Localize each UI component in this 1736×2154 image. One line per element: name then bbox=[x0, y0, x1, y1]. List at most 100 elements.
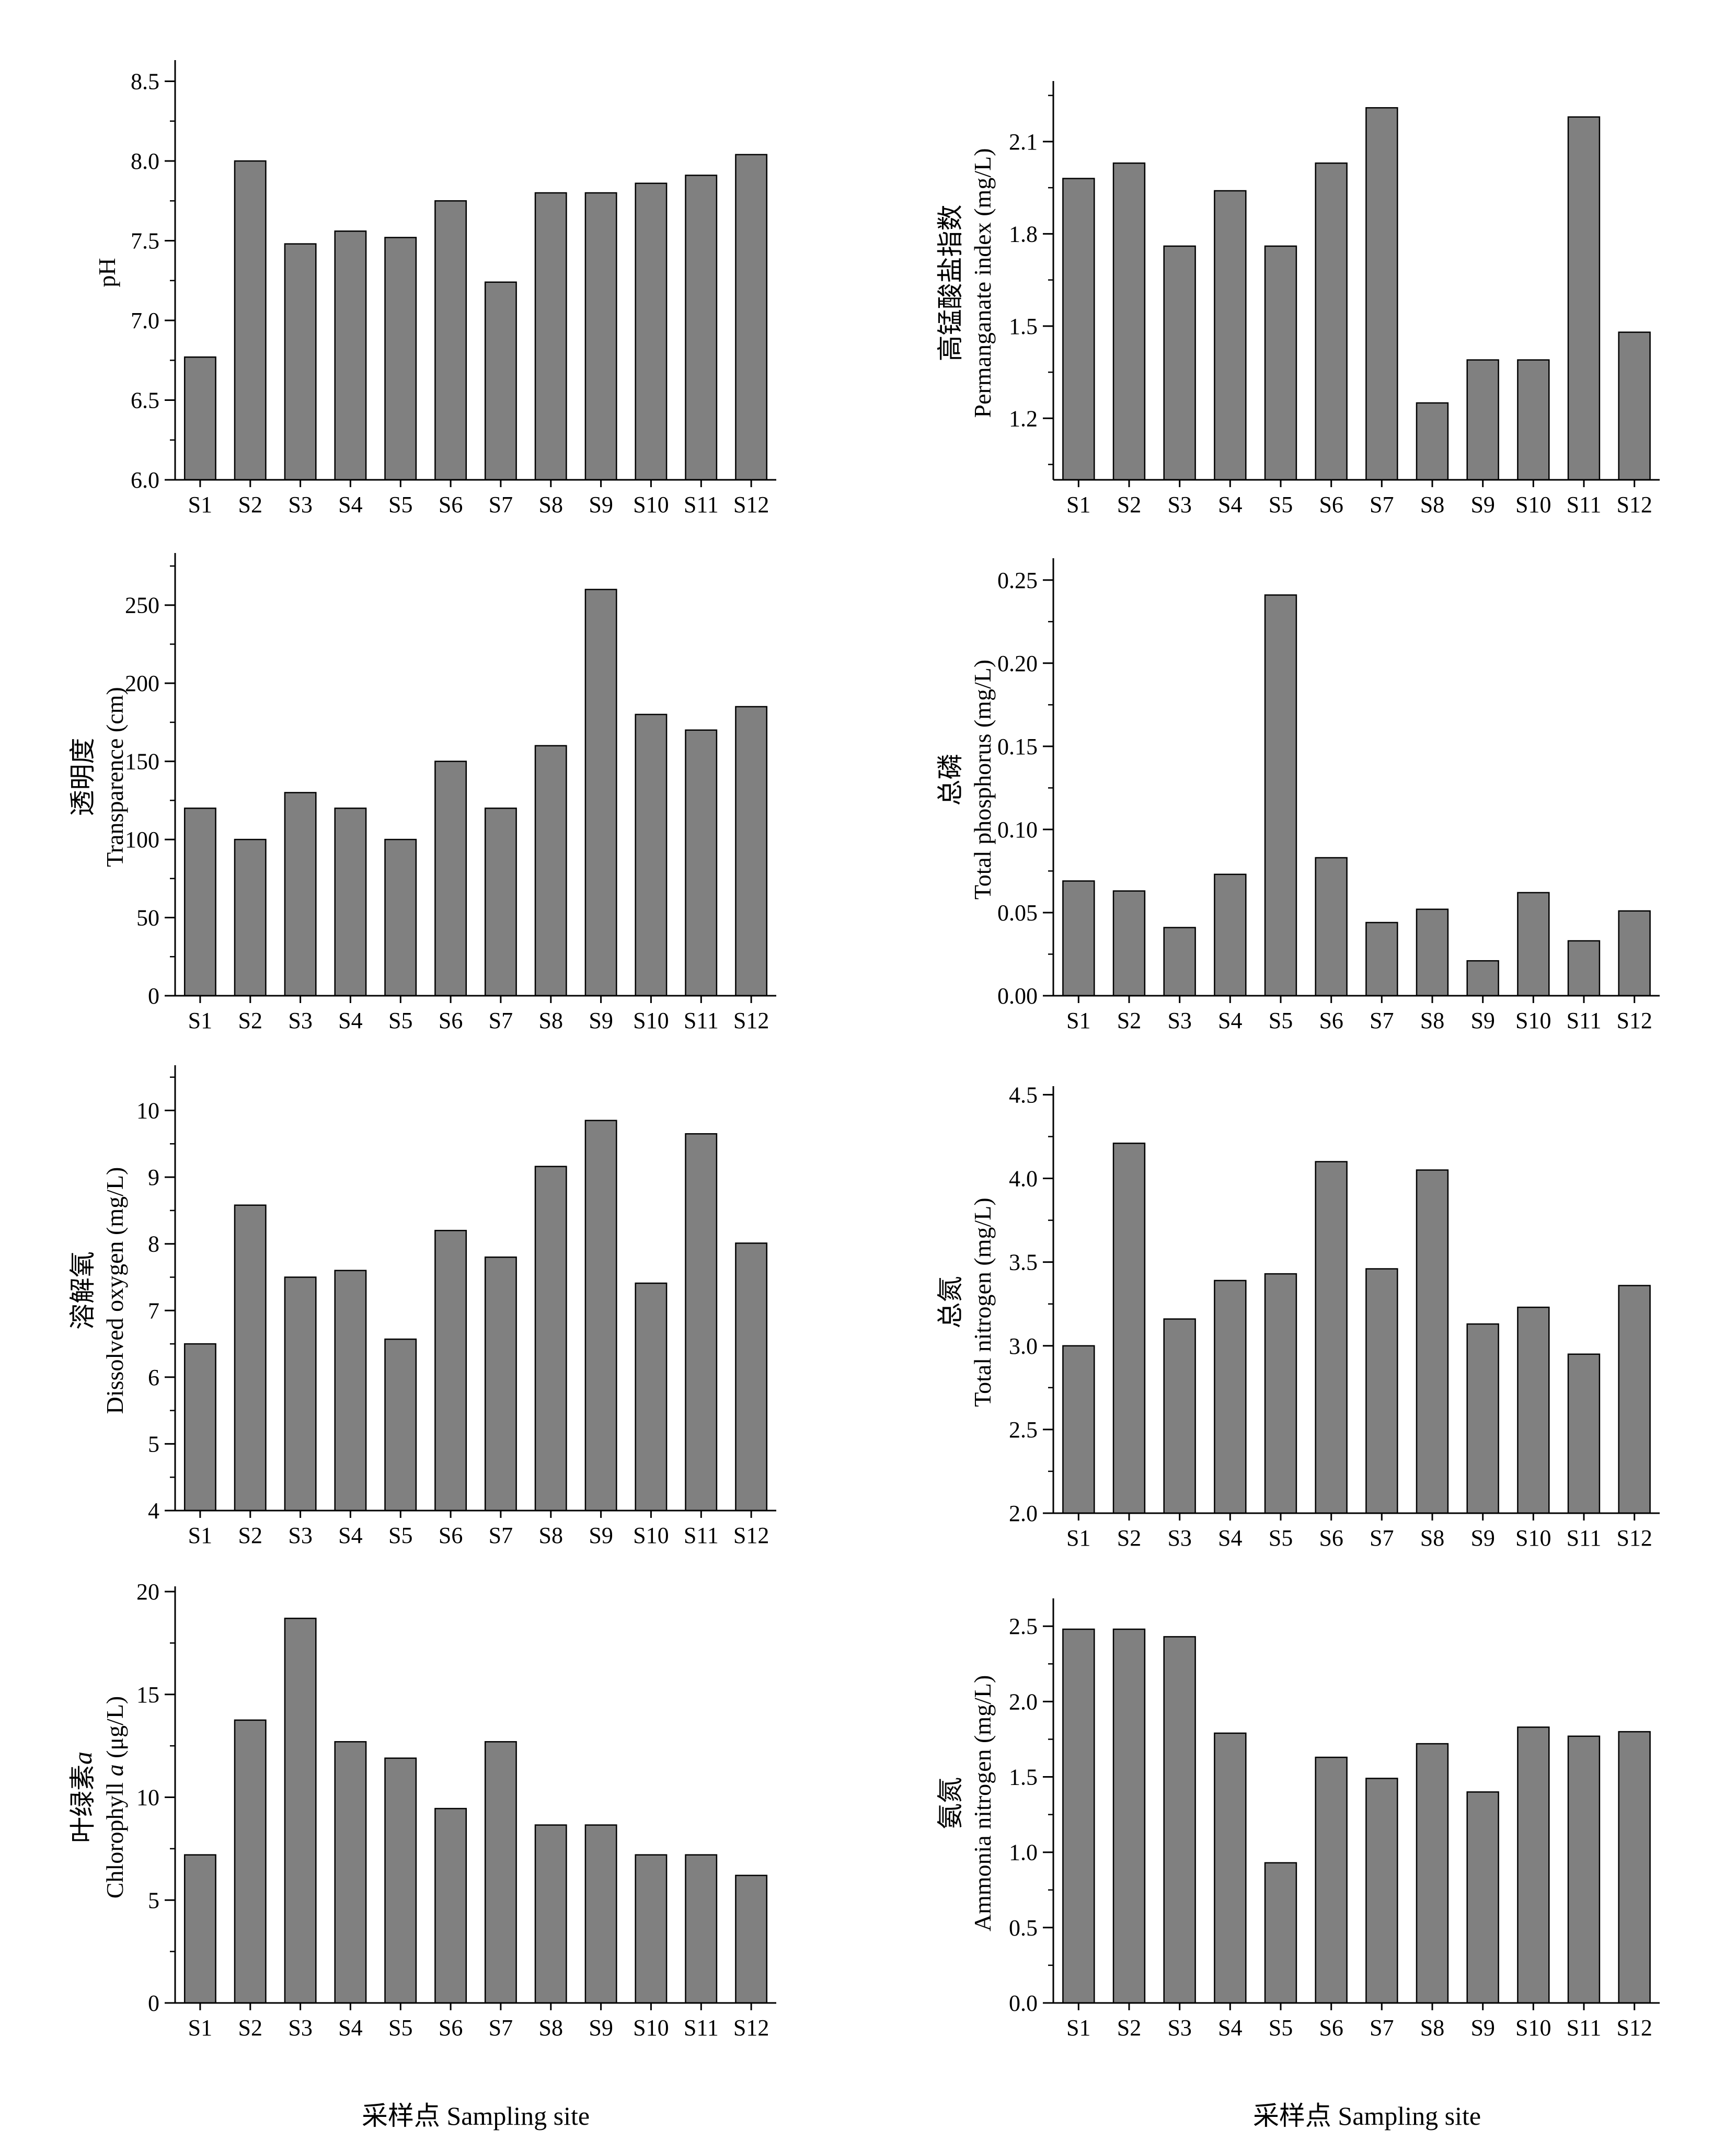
bar-S8 bbox=[1416, 1169, 1449, 1514]
x-tick-label: S12 bbox=[733, 1008, 769, 1033]
bar-S2 bbox=[234, 1719, 267, 2004]
x-tick-label: S1 bbox=[1066, 1008, 1090, 1033]
y-axis-title: 总磷 Total phosphorus (mg/L) bbox=[936, 660, 996, 900]
bar-S11 bbox=[1567, 940, 1601, 997]
x-tick-label: S4 bbox=[338, 1523, 362, 1548]
y-tick-label: 5 bbox=[148, 1431, 159, 1457]
bar-S10 bbox=[1517, 1306, 1550, 1514]
x-tick-label: S8 bbox=[539, 492, 563, 517]
bar-S4 bbox=[334, 808, 367, 997]
bar-S4 bbox=[1214, 1280, 1247, 1514]
bar-S11 bbox=[685, 1133, 718, 1512]
x-tick-label: S7 bbox=[489, 1523, 513, 1548]
bar-S11 bbox=[685, 1854, 718, 2004]
x-tick-label: S10 bbox=[1515, 1008, 1551, 1033]
x-tick-label: S6 bbox=[439, 2015, 463, 2041]
bar-S9 bbox=[584, 1824, 617, 2004]
bar-S11 bbox=[685, 729, 718, 997]
x-tick-label: S9 bbox=[589, 2015, 613, 2041]
y-tick-label: 2.1 bbox=[1009, 129, 1038, 155]
y-tick-label: 3.5 bbox=[1009, 1250, 1038, 1275]
y-tick-label: 7 bbox=[148, 1298, 159, 1323]
x-tick-label: S6 bbox=[439, 1008, 463, 1033]
bar-S1 bbox=[183, 1343, 216, 1512]
x-tick-label: S7 bbox=[1370, 1525, 1394, 1551]
bar-S6 bbox=[1315, 1161, 1348, 1514]
x-tick-label: S5 bbox=[388, 492, 412, 517]
bar-S3 bbox=[1163, 927, 1196, 997]
bar-S2 bbox=[234, 838, 267, 997]
x-tick-label: S4 bbox=[1218, 1525, 1242, 1551]
y-tick-label: 0.05 bbox=[997, 900, 1038, 926]
y-tick-label: 100 bbox=[125, 827, 159, 853]
y-tick-label: 8.5 bbox=[131, 69, 159, 95]
x-tick-label: S5 bbox=[1269, 1008, 1293, 1033]
bar-S5 bbox=[1264, 1862, 1297, 2004]
x-tick-label: S11 bbox=[684, 1008, 719, 1033]
bar-S11 bbox=[1567, 1735, 1601, 2004]
y-tick-label: 8.0 bbox=[131, 148, 159, 174]
bar-S8 bbox=[1416, 1743, 1449, 2004]
x-tick-label: S3 bbox=[1167, 2015, 1191, 2041]
x-tick-label: S9 bbox=[589, 1523, 613, 1548]
y-axis-title: 高锰酸盐指数 Permanganate index (mg/L) bbox=[936, 148, 996, 418]
bar-S5 bbox=[384, 237, 417, 481]
bar-S3 bbox=[1163, 1636, 1196, 2004]
y-axis-title-en: Total nitrogen (mg/L) bbox=[969, 1197, 996, 1407]
bar-S10 bbox=[635, 713, 668, 997]
x-tick-label: S2 bbox=[1117, 1008, 1141, 1033]
bar-S5 bbox=[1264, 594, 1297, 997]
y-axis-title-en: Permanganate index (mg/L) bbox=[969, 148, 996, 418]
bar-S10 bbox=[1517, 359, 1550, 481]
bar-S2 bbox=[234, 1204, 267, 1512]
y-axis-title: 总氮 Total nitrogen (mg/L) bbox=[936, 1197, 996, 1407]
chart-transparence: 0 50 100 150 200 250 S1 S2 S3 S4 S5 S6 S7 S8 S9 S10 S11 S… bbox=[68, 553, 776, 1033]
y-tick-label: 0.00 bbox=[997, 983, 1038, 1009]
bar-S3 bbox=[284, 792, 317, 997]
bar-S12 bbox=[735, 154, 768, 481]
x-tick-label: S7 bbox=[1370, 492, 1394, 517]
bar-S5 bbox=[384, 838, 417, 997]
bar-S1 bbox=[183, 356, 216, 481]
y-tick-label: 4 bbox=[148, 1498, 159, 1524]
x-tick-label: S4 bbox=[338, 1008, 362, 1033]
y-tick-label: 2.0 bbox=[1009, 1689, 1038, 1714]
x-tick-label: S4 bbox=[1218, 1008, 1242, 1033]
bar-S7 bbox=[1365, 107, 1398, 481]
y-tick-label: 0.25 bbox=[997, 568, 1038, 593]
x-tick-label: S1 bbox=[188, 1008, 212, 1033]
x-tick-label: S6 bbox=[439, 492, 463, 517]
bar-S1 bbox=[1062, 880, 1095, 997]
x-tick-label: S8 bbox=[1420, 1525, 1444, 1551]
x-tick-label: S8 bbox=[1420, 1008, 1444, 1033]
bar-S6 bbox=[434, 200, 467, 481]
y-axis-title-en: Chlorophyll a (μg/L) bbox=[101, 1696, 128, 1899]
x-tick-label: S7 bbox=[489, 2015, 513, 2041]
bar-S4 bbox=[1214, 190, 1247, 481]
bar-S5 bbox=[1264, 1273, 1297, 1514]
x-tick-label: S5 bbox=[388, 2015, 412, 2041]
x-tick-label: S8 bbox=[539, 1523, 563, 1548]
bar-S6 bbox=[1315, 857, 1348, 997]
x-tick-label: S2 bbox=[1117, 492, 1141, 517]
x-tick-label: S11 bbox=[684, 492, 719, 517]
x-tick-label: S8 bbox=[539, 1008, 563, 1033]
x-tick-label: S5 bbox=[388, 1008, 412, 1033]
bar-S7 bbox=[1365, 922, 1398, 997]
bar-S1 bbox=[1062, 178, 1095, 481]
x-tick-label: S9 bbox=[589, 492, 613, 517]
y-axis-title-en: Transparence (cm) bbox=[101, 687, 128, 867]
x-tick-label: S3 bbox=[1167, 1525, 1191, 1551]
x-tick-label: S11 bbox=[684, 1523, 719, 1548]
bar-S7 bbox=[1365, 1778, 1398, 2004]
bar-S9 bbox=[1466, 1791, 1499, 2004]
x-tick-label: S9 bbox=[1470, 492, 1494, 517]
x-tick-label: S1 bbox=[188, 492, 212, 517]
bar-S4 bbox=[334, 1270, 367, 1512]
x-tick-label: S3 bbox=[1167, 1008, 1191, 1033]
bar-S5 bbox=[384, 1757, 417, 2004]
y-tick-label: 0.0 bbox=[1009, 1990, 1038, 2016]
x-tick-label: S9 bbox=[1470, 2015, 1494, 2041]
bar-S7 bbox=[484, 1741, 517, 2004]
y-tick-label: 0 bbox=[148, 983, 159, 1009]
